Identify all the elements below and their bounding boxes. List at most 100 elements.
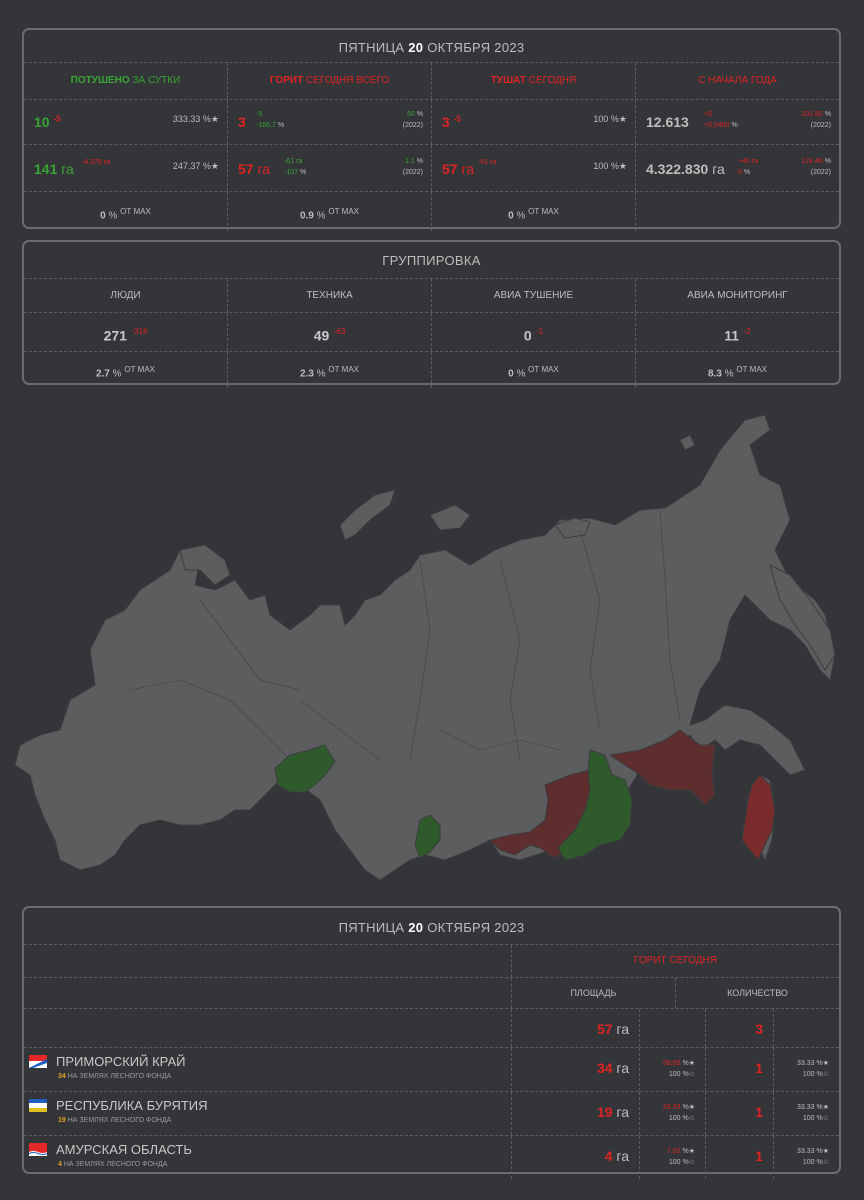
pct-sign: % bbox=[202, 114, 211, 124]
primorsky-flag-icon bbox=[29, 1055, 47, 1073]
burning-area-delta: -61 га bbox=[284, 158, 303, 165]
table-count-header: КОЛИЧЕСТВО bbox=[675, 978, 839, 1008]
burning-area-pct: 1.1 bbox=[405, 158, 415, 165]
pct-sign: % bbox=[610, 114, 619, 124]
area-unit: га bbox=[616, 1148, 629, 1164]
pct-sign: % bbox=[112, 368, 122, 380]
group-tech-max-pct: 2.3 bbox=[299, 368, 314, 380]
region-area-pct2: 100 bbox=[668, 1115, 681, 1122]
pct-sign: % bbox=[108, 210, 118, 222]
table-date-title: ПЯТНИЦА 20 ОКТЯБРЯ 2023 bbox=[24, 908, 839, 944]
region-area-pct2: 100 bbox=[668, 1071, 681, 1078]
pct-sign: % bbox=[416, 111, 423, 118]
region-name-cell: РЕСПУБЛИКА БУРЯТИЯ 19 НА ЗЕМЛЯХ ЛЕСНОГО … bbox=[24, 1092, 511, 1135]
group-tech-value: 49 bbox=[313, 327, 330, 344]
fighting-max-pct: 0 bbox=[508, 210, 514, 222]
group-people-label: ЛЮДИ bbox=[110, 290, 141, 301]
region-amur bbox=[608, 729, 716, 806]
region-forest-value: 19 bbox=[58, 1117, 66, 1124]
ytd-count-delta-pct: +0,0400 bbox=[704, 122, 730, 129]
table-total-area-pct-empty bbox=[639, 1009, 705, 1047]
region-area-pct: 7.02 bbox=[666, 1148, 681, 1155]
table-row[interactable]: РЕСПУБЛИКА БУРЯТИЯ 19 НА ЗЕМЛЯХ ЛЕСНОГО … bbox=[24, 1091, 839, 1135]
ytd-count-cell: 12.613 +5 +0,0400 % 101.82 % (2022) bbox=[635, 100, 839, 144]
group-avia-monitor-value-cell: 11 -2 bbox=[635, 313, 839, 351]
burning-area-cell: 57 га -61 га -107 % 1.1 % (2022) bbox=[227, 145, 431, 191]
ytd-header: С НАЧАЛА ГОДА bbox=[635, 63, 839, 99]
extinguished-area: 141 bbox=[34, 161, 58, 177]
group-avia-monitor-max: 8.3 % ОТ MAX bbox=[635, 352, 839, 388]
wrangel-island bbox=[679, 434, 696, 451]
group-avia-fire-label: АВИА ТУШЕНИЕ bbox=[431, 279, 635, 312]
group-title: ГРУППИРОВКА bbox=[382, 253, 481, 268]
burning-count-year: (2022) bbox=[402, 122, 423, 129]
region-count: 1 bbox=[755, 1104, 763, 1120]
region-count-pct-cell: 33.33 %★ 100 %☆ bbox=[773, 1092, 839, 1135]
group-max-row: 2.7 % ОТ MAX 2.3 % ОТ MAX 0 % ОТ MAX 8.3… bbox=[24, 351, 839, 388]
region-name-cell: АМУРСКАЯ ОБЛАСТЬ 4 НА ЗЕМЛЯХ ЛЕСНОГО ФОН… bbox=[24, 1136, 511, 1179]
date-day: 20 bbox=[408, 920, 424, 935]
date-weekday: ПЯТНИЦА bbox=[338, 40, 405, 55]
extinguished-max-pct: 0 bbox=[100, 210, 106, 222]
region-count-pct2: 100 bbox=[802, 1115, 815, 1122]
regions-table-panel: ПЯТНИЦА 20 ОКТЯБРЯ 2023 ГОРИТ СЕГОДНЯ ПЛ… bbox=[22, 906, 841, 1179]
russia-landmass bbox=[14, 414, 836, 881]
group-panel: ГРУППИРОВКА ЛЮДИ ТЕХНИКА АВИА ТУШЕНИЕ АВ… bbox=[22, 240, 841, 388]
ytd-area: 4.322.830 bbox=[646, 161, 709, 177]
region-count-pct-cell: 33.33 %★ 100 %☆ bbox=[773, 1136, 839, 1179]
ytd-count-year: (2022) bbox=[810, 122, 831, 129]
pct-sign: % bbox=[516, 368, 526, 380]
star-icon: ★ bbox=[210, 114, 219, 124]
table-total-count-pct-empty bbox=[773, 1009, 839, 1047]
table-area-header: ПЛОЩАДЬ bbox=[511, 978, 675, 1008]
area-unit: га bbox=[712, 161, 725, 177]
extinguished-count-delta: -5 bbox=[53, 114, 61, 124]
region-count-pct2: 100 bbox=[802, 1071, 815, 1078]
table-header-row-1: ГОРИТ СЕГОДНЯ bbox=[24, 944, 839, 977]
group-people-max: 2.7 % ОТ MAX bbox=[24, 352, 227, 388]
area-unit: га bbox=[61, 161, 74, 177]
table-row[interactable]: ПРИМОРСКИЙ КРАЙ 34 НА ЗЕМЛЯХ ЛЕСНОГО ФОН… bbox=[24, 1047, 839, 1091]
burning-area-delta-pct: -107 bbox=[284, 169, 299, 176]
ytd-area-year: (2022) bbox=[810, 169, 831, 176]
region-name: РЕСПУБЛИКА БУРЯТИЯ bbox=[56, 1098, 208, 1113]
group-avia-monitor-value: 11 bbox=[724, 327, 740, 344]
russia-fire-map bbox=[14, 414, 836, 881]
pct-sign: % bbox=[416, 158, 423, 165]
summary-max-row: 0 % ОТ MAX 0.9 % ОТ MAX 0 % ОТ MAX bbox=[24, 191, 839, 231]
extinguished-count-pct: 333.33 bbox=[172, 114, 201, 124]
region-count-pct-cell: 33.33 %★ 100 %☆ bbox=[773, 1048, 839, 1091]
fighting-header-b: СЕГОДНЯ bbox=[525, 75, 577, 86]
ytd-area-delta: +40 га bbox=[738, 158, 759, 165]
region-count-pct: 33.33 bbox=[797, 1060, 815, 1067]
fighting-area-delta: -61 га bbox=[478, 159, 497, 166]
star-icon: ★ bbox=[618, 161, 627, 171]
forest-note: НА ЗЕМЛЯХ ЛЕСНОГО ФОНДА bbox=[67, 1117, 172, 1124]
group-tech-delta: -63 bbox=[333, 327, 346, 336]
group-avia-fire-max-pct: 0 bbox=[508, 368, 514, 380]
date-month-year: ОКТЯБРЯ 2023 bbox=[427, 920, 525, 935]
pct-sign: % bbox=[516, 210, 526, 222]
of-max-label: ОТ MAX bbox=[328, 365, 360, 374]
region-zabaykalsky bbox=[557, 749, 633, 861]
pct-sign: % bbox=[202, 161, 211, 171]
region-borders bbox=[129, 509, 681, 761]
group-value-row: 271 -316 49 -63 0 -1 11 -2 bbox=[24, 312, 839, 351]
region-name: ПРИМОРСКИЙ КРАЙ bbox=[56, 1054, 186, 1069]
table-row[interactable]: АМУРСКАЯ ОБЛАСТЬ 4 НА ЗЕМЛЯХ ЛЕСНОГО ФОН… bbox=[24, 1135, 839, 1179]
region-count-cell: 1 bbox=[705, 1048, 773, 1091]
extinguished-area-delta: -4.379 га bbox=[82, 159, 111, 166]
pct-sign: % bbox=[610, 161, 619, 171]
fighting-header-a: ТУШАТ bbox=[490, 75, 526, 86]
table-burning-today-header: ГОРИТ СЕГОДНЯ bbox=[511, 945, 839, 977]
extinguished-header-a: ПОТУШЕНО bbox=[70, 75, 130, 86]
fighting-count-pct: 100 bbox=[593, 114, 609, 124]
table-total-empty bbox=[24, 1009, 511, 1047]
region-tyumen bbox=[274, 744, 336, 793]
group-avia-monitor-label: АВИА МОНИТОРИНГ bbox=[635, 279, 839, 312]
pct-sign: % bbox=[743, 169, 751, 176]
area-unit: га bbox=[257, 161, 271, 177]
burning-area-year: (2022) bbox=[402, 169, 423, 176]
fighting-header: ТУШАТ СЕГОДНЯ bbox=[431, 63, 635, 99]
region-altai bbox=[414, 814, 441, 859]
